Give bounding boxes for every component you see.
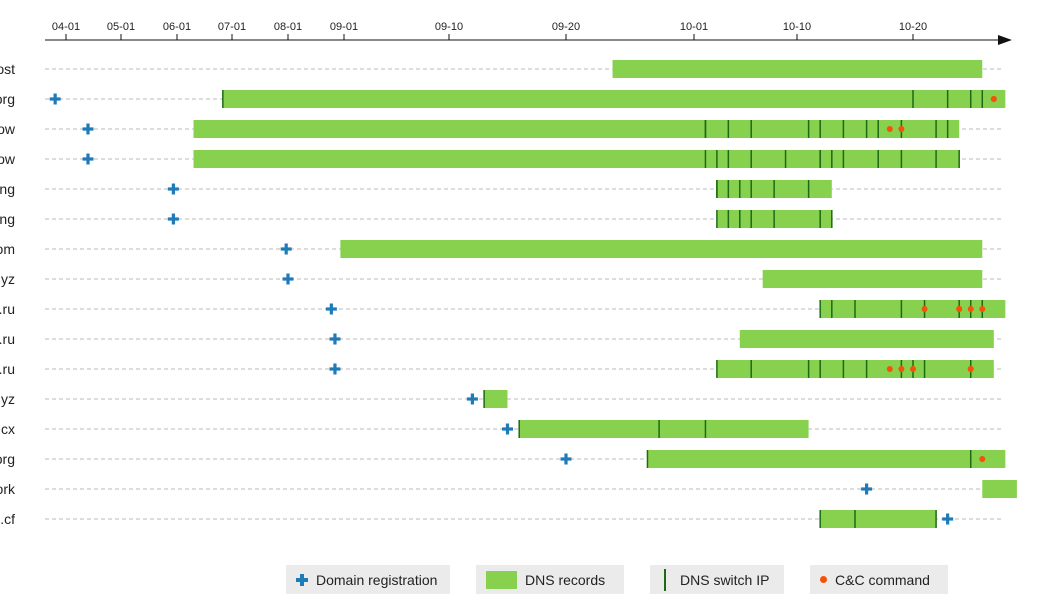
cc-command-dot (921, 306, 928, 312)
cc-command-dot (967, 366, 974, 372)
x-tick-label: 04-01 (52, 21, 80, 33)
registration-mark-v (505, 423, 510, 435)
dns-bar (739, 330, 994, 348)
dot-icon (820, 576, 827, 583)
row-label: ost (0, 61, 15, 77)
row-label: .ru (0, 331, 15, 347)
registration-mark-v (86, 153, 90, 165)
x-tick-label: 05-01 (107, 21, 135, 33)
registration-mark-v (171, 183, 175, 195)
x-tick-label: 10-01 (680, 21, 708, 33)
vertical-line-icon (664, 568, 666, 591)
x-tick-label: 06-01 (163, 21, 191, 33)
dns-bar (820, 510, 937, 528)
row-label: .ru (0, 361, 15, 377)
row-label: org (0, 451, 15, 467)
x-tick-label: 09-10 (435, 21, 463, 33)
legend-label-registration: Domain registration (316, 571, 438, 588)
dns-bar (820, 300, 1006, 318)
row-label: yz (1, 271, 15, 287)
cc-command-dot (898, 366, 905, 372)
row-label: cx (1, 421, 15, 437)
cc-command-dot (886, 126, 893, 132)
registration-mark-v (946, 513, 950, 525)
dns-bar (193, 150, 960, 168)
registration-mark-v (865, 483, 869, 495)
x-tick-label: 08-01 (274, 21, 302, 33)
row-label: .cf (0, 511, 15, 527)
registration-mark-v (333, 333, 337, 345)
registration-mark-v (286, 273, 290, 285)
row-label: yz (1, 391, 15, 407)
dns-bar (982, 480, 1017, 498)
legend-item-registration: Domain registration (286, 565, 450, 594)
dns-bar (519, 420, 809, 438)
registration-mark-v (53, 93, 57, 105)
green-box-icon (486, 570, 517, 589)
x-tick-label: 09-01 (330, 21, 358, 33)
x-tick-label: 09-20 (552, 21, 580, 33)
registration-mark-v (171, 213, 175, 225)
dns-bar (762, 270, 983, 288)
dns-bar (484, 390, 508, 408)
legend-label-switch: DNS switch IP (680, 571, 770, 588)
cc-command-dot (979, 456, 986, 462)
legend-label-dns: DNS records (525, 571, 606, 588)
row-label: ng (0, 211, 15, 227)
registration-mark-v (284, 243, 288, 255)
registration-mark-v (564, 453, 568, 465)
registration-mark-v (86, 123, 90, 135)
dns-bar (222, 90, 1006, 108)
registration-mark-v (333, 363, 337, 375)
row-label: ow (0, 151, 16, 167)
row-label: .ru (0, 301, 15, 317)
row-label: ng (0, 181, 15, 197)
row-label: om (0, 241, 15, 257)
cc-command-dot (967, 306, 974, 312)
dns-bar (193, 120, 960, 138)
legend-label-cc: C&C command (835, 571, 930, 588)
legend-item-dns: DNS records (476, 565, 624, 594)
registration-mark-v (470, 393, 474, 405)
plus-icon (296, 573, 308, 586)
row-label: org (0, 91, 15, 107)
x-tick-label: 10-20 (899, 21, 927, 33)
cc-command-dot (886, 366, 893, 372)
row-label: ork (0, 481, 16, 497)
dns-bar (340, 240, 983, 258)
dns-bar (716, 360, 994, 378)
registration-mark-v (329, 303, 333, 315)
cc-command-dot (979, 306, 986, 312)
cc-command-dot (956, 306, 963, 312)
cc-command-dot (910, 366, 916, 372)
legend-item-cc: C&C command (810, 565, 948, 594)
legend-item-switch: DNS switch IP (650, 565, 784, 594)
cc-command-dot (898, 126, 905, 132)
x-tick-label: 10-10 (783, 21, 811, 33)
cc-command-dot (990, 96, 997, 102)
x-tick-label: 07-01 (218, 21, 246, 33)
row-label: ow (0, 121, 16, 137)
x-axis-arrow (998, 35, 1012, 45)
dns-bar (647, 450, 1006, 468)
dns-bar (612, 60, 983, 78)
